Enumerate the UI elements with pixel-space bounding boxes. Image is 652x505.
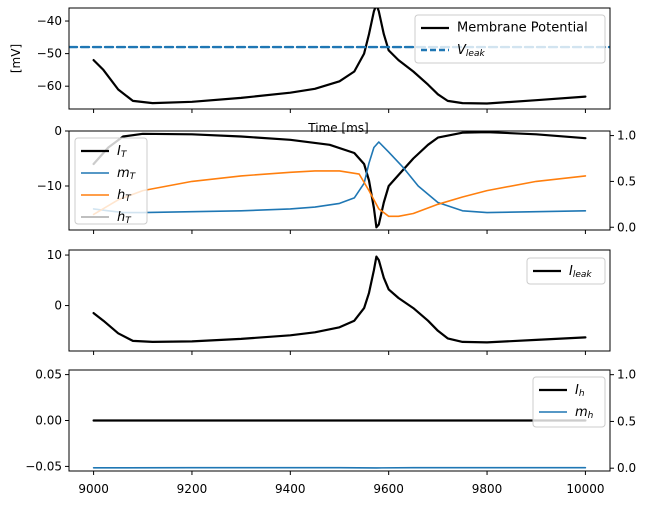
y-tick-label: −40 (37, 14, 62, 28)
series-line-m-t (92, 141, 587, 214)
y-tick-label: −50 (37, 47, 62, 61)
x-tick-label: 9200 (177, 482, 208, 496)
y-tick-label: 0.05 (35, 368, 62, 382)
y-tick-label: −60 (37, 79, 62, 93)
y2-tick-label: 0.0 (617, 461, 636, 475)
panel-leak: 10 0 Ileak (47, 248, 611, 355)
y2-tick-label: 0.0 (617, 220, 636, 234)
legend-label: Ileak (569, 264, 592, 281)
axes-frame (68, 249, 611, 352)
y2-tick-label: 1.0 (617, 129, 636, 143)
y2-tick-label: 0.5 (617, 174, 636, 188)
x-tick-label: 9000 (78, 482, 109, 496)
legend-label: mT (117, 166, 137, 183)
legend: Ileak (526, 257, 606, 285)
x-tick-label: 9800 (472, 482, 503, 496)
panel-membrane: −40 −50 −60 [mV] Time [ms] Membrane Potential… (9, 7, 611, 135)
legend-label: hT (117, 188, 132, 205)
legend: Membrane Potential Vleak (414, 14, 606, 64)
y-tick-label: −0.05 (25, 459, 62, 473)
legend-label: hT (117, 210, 132, 227)
legend-label: IT (117, 144, 128, 161)
x-axis-label: Time [ms] (307, 121, 369, 135)
axes-frame (68, 130, 611, 231)
y2-tick-label: 1.0 (617, 368, 636, 382)
x-tick-label: 9600 (373, 482, 404, 496)
legend-frame (414, 14, 606, 64)
legend-label: Vleak (457, 43, 485, 60)
legend-label: mh (575, 405, 594, 422)
y2-tick-label: 0.5 (617, 414, 636, 428)
legend-label: Membrane Potential (457, 21, 588, 36)
x-tick-label: 9400 (275, 482, 306, 496)
legend: IT mT hT hT (74, 137, 148, 227)
y-tick-label: −10 (37, 179, 62, 193)
legend-frame (74, 137, 148, 225)
y-tick-label: 0 (54, 299, 62, 313)
axes-frame (68, 7, 611, 110)
series-line-i-leak (92, 255, 587, 344)
series-line-membrane-potential (92, 8, 587, 105)
y-tick-label: 10 (47, 248, 62, 262)
y-tick-label: 0 (54, 124, 62, 138)
y-tick-label: 0.00 (35, 414, 62, 428)
legend-frame (526, 257, 606, 285)
series-line-i-t (92, 131, 587, 229)
legend: Ih mh (532, 376, 606, 428)
series-line-h-t (92, 170, 587, 218)
panel-h_current: 9000 9200 9400 9600 9800 10000 0.05 0.00 −0.05 0.… (25, 368, 636, 496)
y-axis-label: [mV] (9, 44, 23, 73)
legend-label: Ih (575, 383, 585, 400)
x-tick-label: 10000 (566, 482, 604, 496)
panel-calcium: 0 −10 0.0 0.5 1.0 IT mT hT hT (37, 124, 636, 234)
legend-frame (532, 376, 606, 428)
